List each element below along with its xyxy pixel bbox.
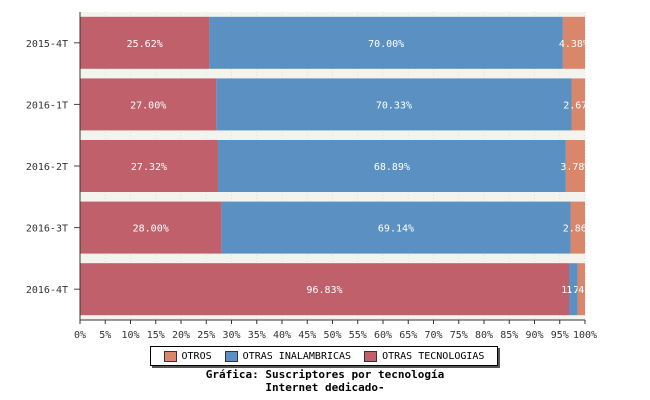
chart-caption-line2: Internet dedicado- [265, 381, 385, 394]
bar-data-label: 1.7% [561, 285, 585, 296]
bar-segment [80, 201, 222, 254]
bar-segment [80, 263, 569, 316]
bar-segment [80, 78, 217, 131]
legend-swatch-otros [163, 350, 177, 362]
stacked-bar-chart: 25.62% 70.00% 4.38% 2015-4T 27.00% 70.33% 2.67… [26, 12, 597, 341]
bar-data-label: 68.89% [374, 162, 410, 173]
x-tick-label: 15% [147, 330, 165, 341]
legend-swatch-otras-tecnologias [364, 350, 378, 362]
x-tick-label: 60% [374, 330, 392, 341]
bar-segment [80, 16, 210, 69]
bar-data-label: 28.00% [133, 224, 169, 235]
chart-caption-line1: Gráfica: Suscriptores por tecnología [205, 368, 445, 381]
category-label: 2016-4T [26, 285, 68, 296]
x-tick-label: 20% [172, 330, 190, 341]
legend-label-otros: OTROS [181, 350, 212, 362]
bar-data-label: 3.78% [560, 162, 590, 173]
x-tick-label: 0% [74, 330, 86, 341]
bar-segment [209, 16, 563, 69]
x-tick-label: 55% [349, 330, 367, 341]
x-tick-label: 5% [99, 330, 111, 341]
bar-segment [221, 201, 571, 254]
bar-data-label: 2.86% [563, 224, 593, 235]
x-tick-label: 40% [273, 330, 291, 341]
category-label: 2016-3T [26, 224, 68, 235]
bar-segment [568, 263, 578, 316]
bar-segment [577, 263, 585, 316]
bar-segment [562, 16, 585, 69]
bar-data-label: 4.38% [559, 39, 589, 50]
legend-swatch-otras-inalambricas [224, 350, 238, 362]
bar-data-label: 27.00% [130, 100, 166, 111]
bar-data-label: 69.14% [378, 224, 414, 235]
x-tick-label: 85% [500, 330, 518, 341]
bar-segment [217, 140, 566, 192]
legend-label-otras-tecnologias: OTRAS TECNOLOGIAS [382, 350, 485, 362]
x-tick-label: 25% [197, 330, 215, 341]
x-tick-label: 75% [450, 330, 468, 341]
x-tick-label: 90% [525, 330, 543, 341]
legend-item-otros: OTROS [163, 350, 212, 362]
legend-label-otras-inalambricas: OTRAS INALAMBRICAS [242, 350, 352, 362]
bar-segment [565, 140, 585, 192]
bar-segment [570, 201, 585, 254]
x-tick-label: 80% [475, 330, 493, 341]
x-tick-label: 45% [298, 330, 316, 341]
bar-data-label: 96.83% [306, 285, 342, 296]
bar-data-label: 1.47% [566, 285, 596, 296]
x-tick-label: 95% [551, 330, 569, 341]
legend-item-otras-inalambricas: OTRAS INALAMBRICAS [224, 350, 352, 362]
bar-data-label: 25.62% [127, 39, 163, 50]
x-tick-label: 100% [573, 330, 597, 341]
bar-data-label: 27.32% [131, 162, 167, 173]
category-label: 2016-2T [26, 162, 68, 173]
chart-legend: OTROS OTRAS INALAMBRICAS OTRAS TECNOLOGI… [150, 346, 498, 366]
x-tick-label: 70% [424, 330, 442, 341]
bar-data-label: 70.00% [368, 39, 404, 50]
x-tick-label: 35% [248, 330, 266, 341]
bar-segment [80, 140, 218, 192]
bar-data-label: 2.67% [563, 100, 593, 111]
x-tick-label: 10% [121, 330, 139, 341]
legend-item-otras-tecnologias: OTRAS TECNOLOGIAS [364, 350, 485, 362]
x-tick-label: 30% [222, 330, 240, 341]
category-label: 2015-4T [26, 39, 68, 50]
x-tick-label: 65% [399, 330, 417, 341]
bar-data-label: 70.33% [376, 100, 412, 111]
x-tick-label: 50% [323, 330, 341, 341]
bar-segment [571, 78, 585, 131]
bar-segment [216, 78, 572, 131]
category-label: 2016-1T [26, 100, 68, 111]
